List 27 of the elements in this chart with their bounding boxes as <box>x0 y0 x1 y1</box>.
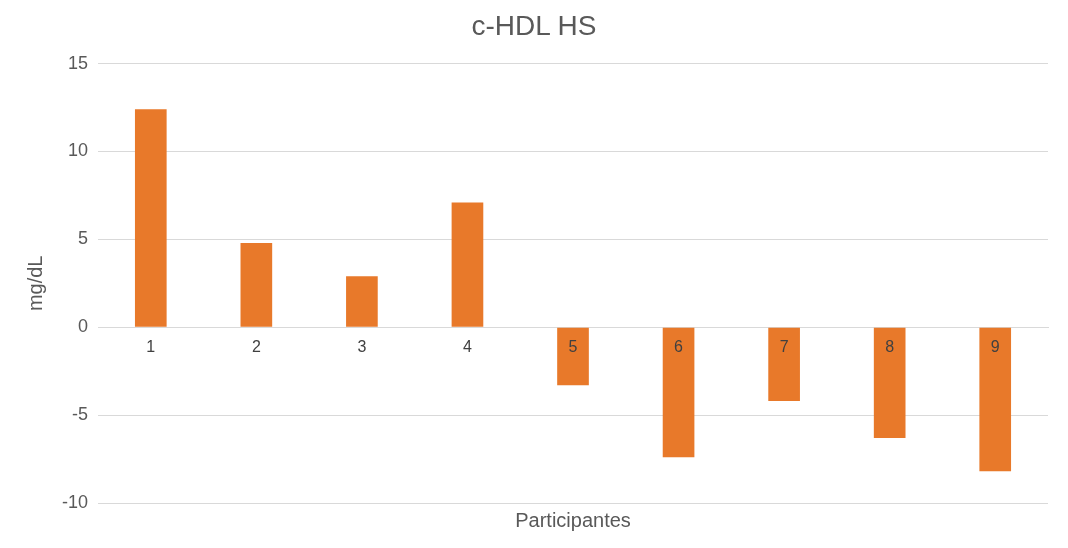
bar <box>768 327 800 402</box>
x-tick-label: 5 <box>568 337 578 355</box>
bar <box>346 276 378 327</box>
y-tick-label: 15 <box>67 52 89 73</box>
y-tick-label: 10 <box>67 140 89 161</box>
x-tick-label: 4 <box>463 337 472 355</box>
y-tick-label: -5 <box>72 404 89 425</box>
y-tick-label: 0 <box>78 316 89 337</box>
chart-title: c-HDL HS <box>471 9 597 41</box>
y-axis-title: mg/dL <box>23 255 46 312</box>
bar <box>451 202 484 327</box>
x-tick-label: 6 <box>674 337 684 355</box>
y-tick-label: 5 <box>78 228 89 249</box>
bar <box>557 327 589 386</box>
bar <box>662 327 695 458</box>
bar <box>979 327 1012 472</box>
x-tick-label: 1 <box>146 337 156 355</box>
bar <box>240 242 273 327</box>
x-tick-label: 2 <box>251 337 261 355</box>
x-tick-label: 7 <box>779 337 789 355</box>
x-tick-label: 9 <box>990 337 1000 355</box>
bar <box>134 109 167 327</box>
x-tick-label: 3 <box>357 337 367 355</box>
bar <box>873 327 906 438</box>
x-tick-label: 8 <box>885 337 895 355</box>
x-axis-title: Participantes <box>515 508 631 531</box>
y-tick-label: -10 <box>62 491 89 512</box>
